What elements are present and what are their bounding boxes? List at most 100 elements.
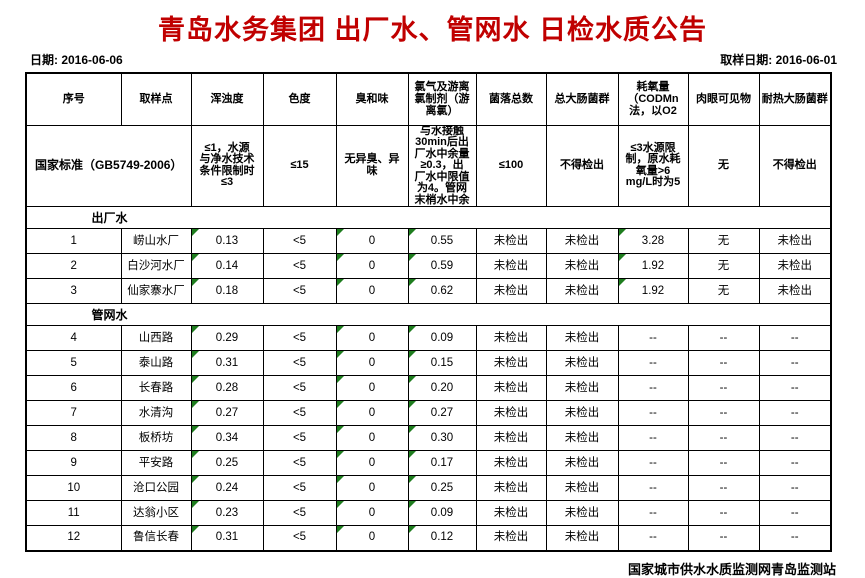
cell-turbidity: 0.34 [190,425,264,451]
report-table-body: 国家标准（GB5749-2006） ≤1，水源 与净水技术 条件限制时 ≤3 ≤15… [25,124,832,551]
standard-cell-bacteria-total: ≤100 [475,124,547,207]
standard-row-label: 国家标准（GB5749-2006） [25,124,192,207]
cell-visible-matter: -- [687,350,760,376]
table-row: 4 山西路 0.29 <5 0 0.09 未检出 未检出 -- -- -- [25,325,832,351]
cell-cod: -- [617,500,689,526]
cell-color: <5 [262,500,337,526]
column-header-site: 取样点 [120,72,192,126]
cell-chlorine: 0.55 [407,228,477,254]
cell-bacteria-total: 未检出 [475,425,547,451]
cell-chlorine: 0.20 [407,375,477,401]
cell-odor: 0 [335,475,409,501]
cell-cod: -- [617,375,689,401]
column-header-heat-resistant-coliform: 耐热大肠菌群 [758,72,832,126]
cell-heat-resistant-coliform: -- [758,375,832,401]
cell-heat-resistant-coliform: -- [758,525,832,551]
table-row: 7 水清沟 0.27 <5 0 0.27 未检出 未检出 -- -- -- [25,400,832,426]
standard-cell-odor: 无异臭、异 味 [335,124,409,207]
cell-cod: 1.92 [617,278,689,304]
cell-cod: 3.28 [617,228,689,254]
cell-chlorine: 0.12 [407,525,477,551]
cell-chlorine: 0.09 [407,325,477,351]
section-title: 管网水 [91,307,128,322]
cell-bacteria-total: 未检出 [475,500,547,526]
cell-chlorine: 0.25 [407,475,477,501]
cell-bacteria-total: 未检出 [475,253,547,279]
cell-cod: -- [617,450,689,476]
cell-chlorine: 0.30 [407,425,477,451]
standard-cell-visible-matter: 无 [687,124,760,207]
cell-no: 11 [25,500,122,526]
cell-color: <5 [262,253,337,279]
cell-site: 山西路 [120,325,192,351]
cell-color: <5 [262,425,337,451]
cell-bacteria-total: 未检出 [475,475,547,501]
cell-site: 仙家寨水厂 [120,278,192,304]
cell-turbidity: 0.25 [190,450,264,476]
cell-turbidity: 0.28 [190,375,264,401]
standard-cell-coliform-total: 不得检出 [545,124,619,207]
cell-cod: -- [617,425,689,451]
cell-bacteria-total: 未检出 [475,278,547,304]
section-header-cell: 管网水 [26,303,831,326]
cell-color: <5 [262,475,337,501]
cell-visible-matter: -- [687,400,760,426]
cell-bacteria-total: 未检出 [475,350,547,376]
cell-chlorine: 0.09 [407,500,477,526]
cell-turbidity: 0.14 [190,253,264,279]
cell-cod: -- [617,525,689,551]
report-table: 序号 取样点 浑浊度 色度 臭和味 氯气及游离 氯制剂（游 离氯） 菌落总数 总大肠菌群 耗氧量… [25,72,832,552]
cell-cod: -- [617,475,689,501]
column-header-coliform-total: 总大肠菌群 [545,72,619,126]
column-header-visible-matter: 肉眼可见物 [687,72,760,126]
cell-bacteria-total: 未检出 [475,400,547,426]
cell-color: <5 [262,278,337,304]
cell-color: <5 [262,450,337,476]
cell-turbidity: 0.18 [190,278,264,304]
cell-cod: -- [617,325,689,351]
cell-heat-resistant-coliform: -- [758,450,832,476]
column-header-bacteria-total: 菌落总数 [475,72,547,126]
cell-heat-resistant-coliform: -- [758,350,832,376]
meta-row: 日期: 2016-06-06 取样日期: 2016-06-01 [30,51,837,68]
standard-cell-heat-resistant-coliform: 不得检出 [758,124,832,207]
standard-cell-chlorine: 与水接触 30min后出 厂水中余量 ≥0.3，出 厂水中限值 为4。管网 末梢… [407,124,477,207]
sample-date: 取样日期: 2016-06-01 [720,53,837,67]
cell-site: 泰山路 [120,350,192,376]
cell-color: <5 [262,375,337,401]
cell-heat-resistant-coliform: 未检出 [758,278,832,304]
cell-color: <5 [262,325,337,351]
cell-visible-matter: 无 [687,228,760,254]
table-row: 9 平安路 0.25 <5 0 0.17 未检出 未检出 -- -- -- [25,450,832,476]
standard-row: 国家标准（GB5749-2006） ≤1，水源 与净水技术 条件限制时 ≤3 ≤15… [25,124,832,207]
table-row: 6 长春路 0.28 <5 0 0.20 未检出 未检出 -- -- -- [25,375,832,401]
cell-odor: 0 [335,375,409,401]
cell-heat-resistant-coliform: 未检出 [758,228,832,254]
report-date: 日期: 2016-06-06 [30,53,123,67]
cell-coliform-total: 未检出 [545,475,619,501]
cell-site: 长春路 [120,375,192,401]
cell-site: 达翁小区 [120,500,192,526]
cell-visible-matter: -- [687,375,760,401]
column-header-color: 色度 [262,72,337,126]
cell-coliform-total: 未检出 [545,228,619,254]
cell-odor: 0 [335,450,409,476]
cell-odor: 0 [335,278,409,304]
cell-visible-matter: -- [687,525,760,551]
cell-visible-matter: 无 [687,278,760,304]
cell-chlorine: 0.62 [407,278,477,304]
cell-site: 白沙河水厂 [120,253,192,279]
cell-odor: 0 [335,350,409,376]
table-row: 1 崂山水厂 0.13 <5 0 0.55 未检出 未检出 3.28 无未检出 [25,228,832,254]
table-row: 3 仙家寨水厂 0.18 <5 0 0.62 未检出 未检出 1.92 无未检出 [25,278,832,304]
cell-odor: 0 [335,400,409,426]
cell-visible-matter: -- [687,425,760,451]
cell-visible-matter: 无 [687,253,760,279]
cell-bacteria-total: 未检出 [475,525,547,551]
cell-heat-resistant-coliform: -- [758,400,832,426]
standard-cell-cod: ≤3水源限 制，原水耗 氧量>6 mg/L时为5 [617,124,689,207]
cell-site: 鲁信长春 [120,525,192,551]
cell-coliform-total: 未检出 [545,278,619,304]
column-header-no: 序号 [25,72,122,126]
cell-no: 7 [25,400,122,426]
